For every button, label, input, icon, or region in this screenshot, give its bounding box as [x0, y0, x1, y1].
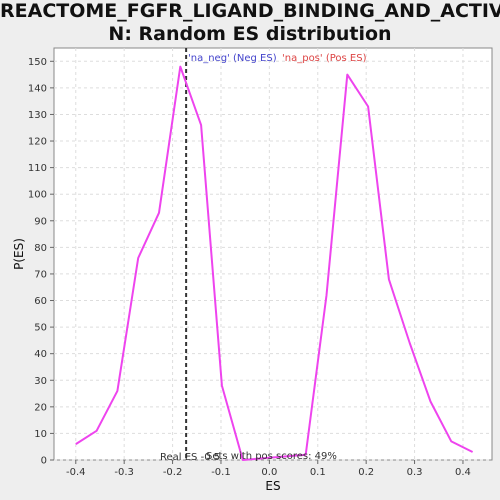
x-tick-label: 0.1 — [310, 467, 326, 478]
y-tick-label: 80 — [34, 243, 47, 254]
y-tick-label: 130 — [28, 110, 47, 121]
x-tick-label: 0.4 — [455, 467, 471, 478]
x-tick-label: -0.3 — [114, 467, 134, 478]
y-tick-label: 90 — [34, 216, 47, 227]
x-axis-label: ES — [265, 479, 280, 493]
y-tick-label: 150 — [28, 57, 47, 68]
x-tick-label: -0.1 — [211, 467, 231, 478]
y-tick-label: 120 — [28, 137, 47, 148]
legend-entry-neg: 'na_neg' (Neg ES) — [188, 53, 277, 64]
x-tick-label: 0.0 — [261, 467, 277, 478]
x-tick-label: 0.3 — [407, 467, 423, 478]
y-tick-label: 70 — [34, 269, 47, 280]
y-tick-label: 110 — [28, 163, 47, 174]
y-tick-label: 10 — [34, 429, 47, 440]
y-tick-label: 100 — [28, 190, 47, 201]
y-tick-label: 20 — [34, 402, 47, 413]
x-tick-label: -0.2 — [163, 467, 183, 478]
y-tick-label: 30 — [34, 376, 47, 387]
y-tick-label: 50 — [34, 323, 47, 334]
y-axis-label: P(ES) — [12, 238, 26, 270]
legend-entry-pos: 'na_pos' (Pos ES) — [282, 53, 367, 64]
x-tick-label: 0.2 — [358, 467, 374, 478]
y-tick-label: 60 — [34, 296, 47, 307]
y-tick-label: 140 — [28, 83, 47, 94]
x-tick-label: -0.4 — [66, 467, 86, 478]
y-tick-label: 0 — [41, 456, 47, 467]
plot-area — [54, 48, 492, 460]
y-tick-label: 40 — [34, 349, 47, 360]
pos-scores-label: Sets with pos scores: 49% — [206, 451, 337, 462]
